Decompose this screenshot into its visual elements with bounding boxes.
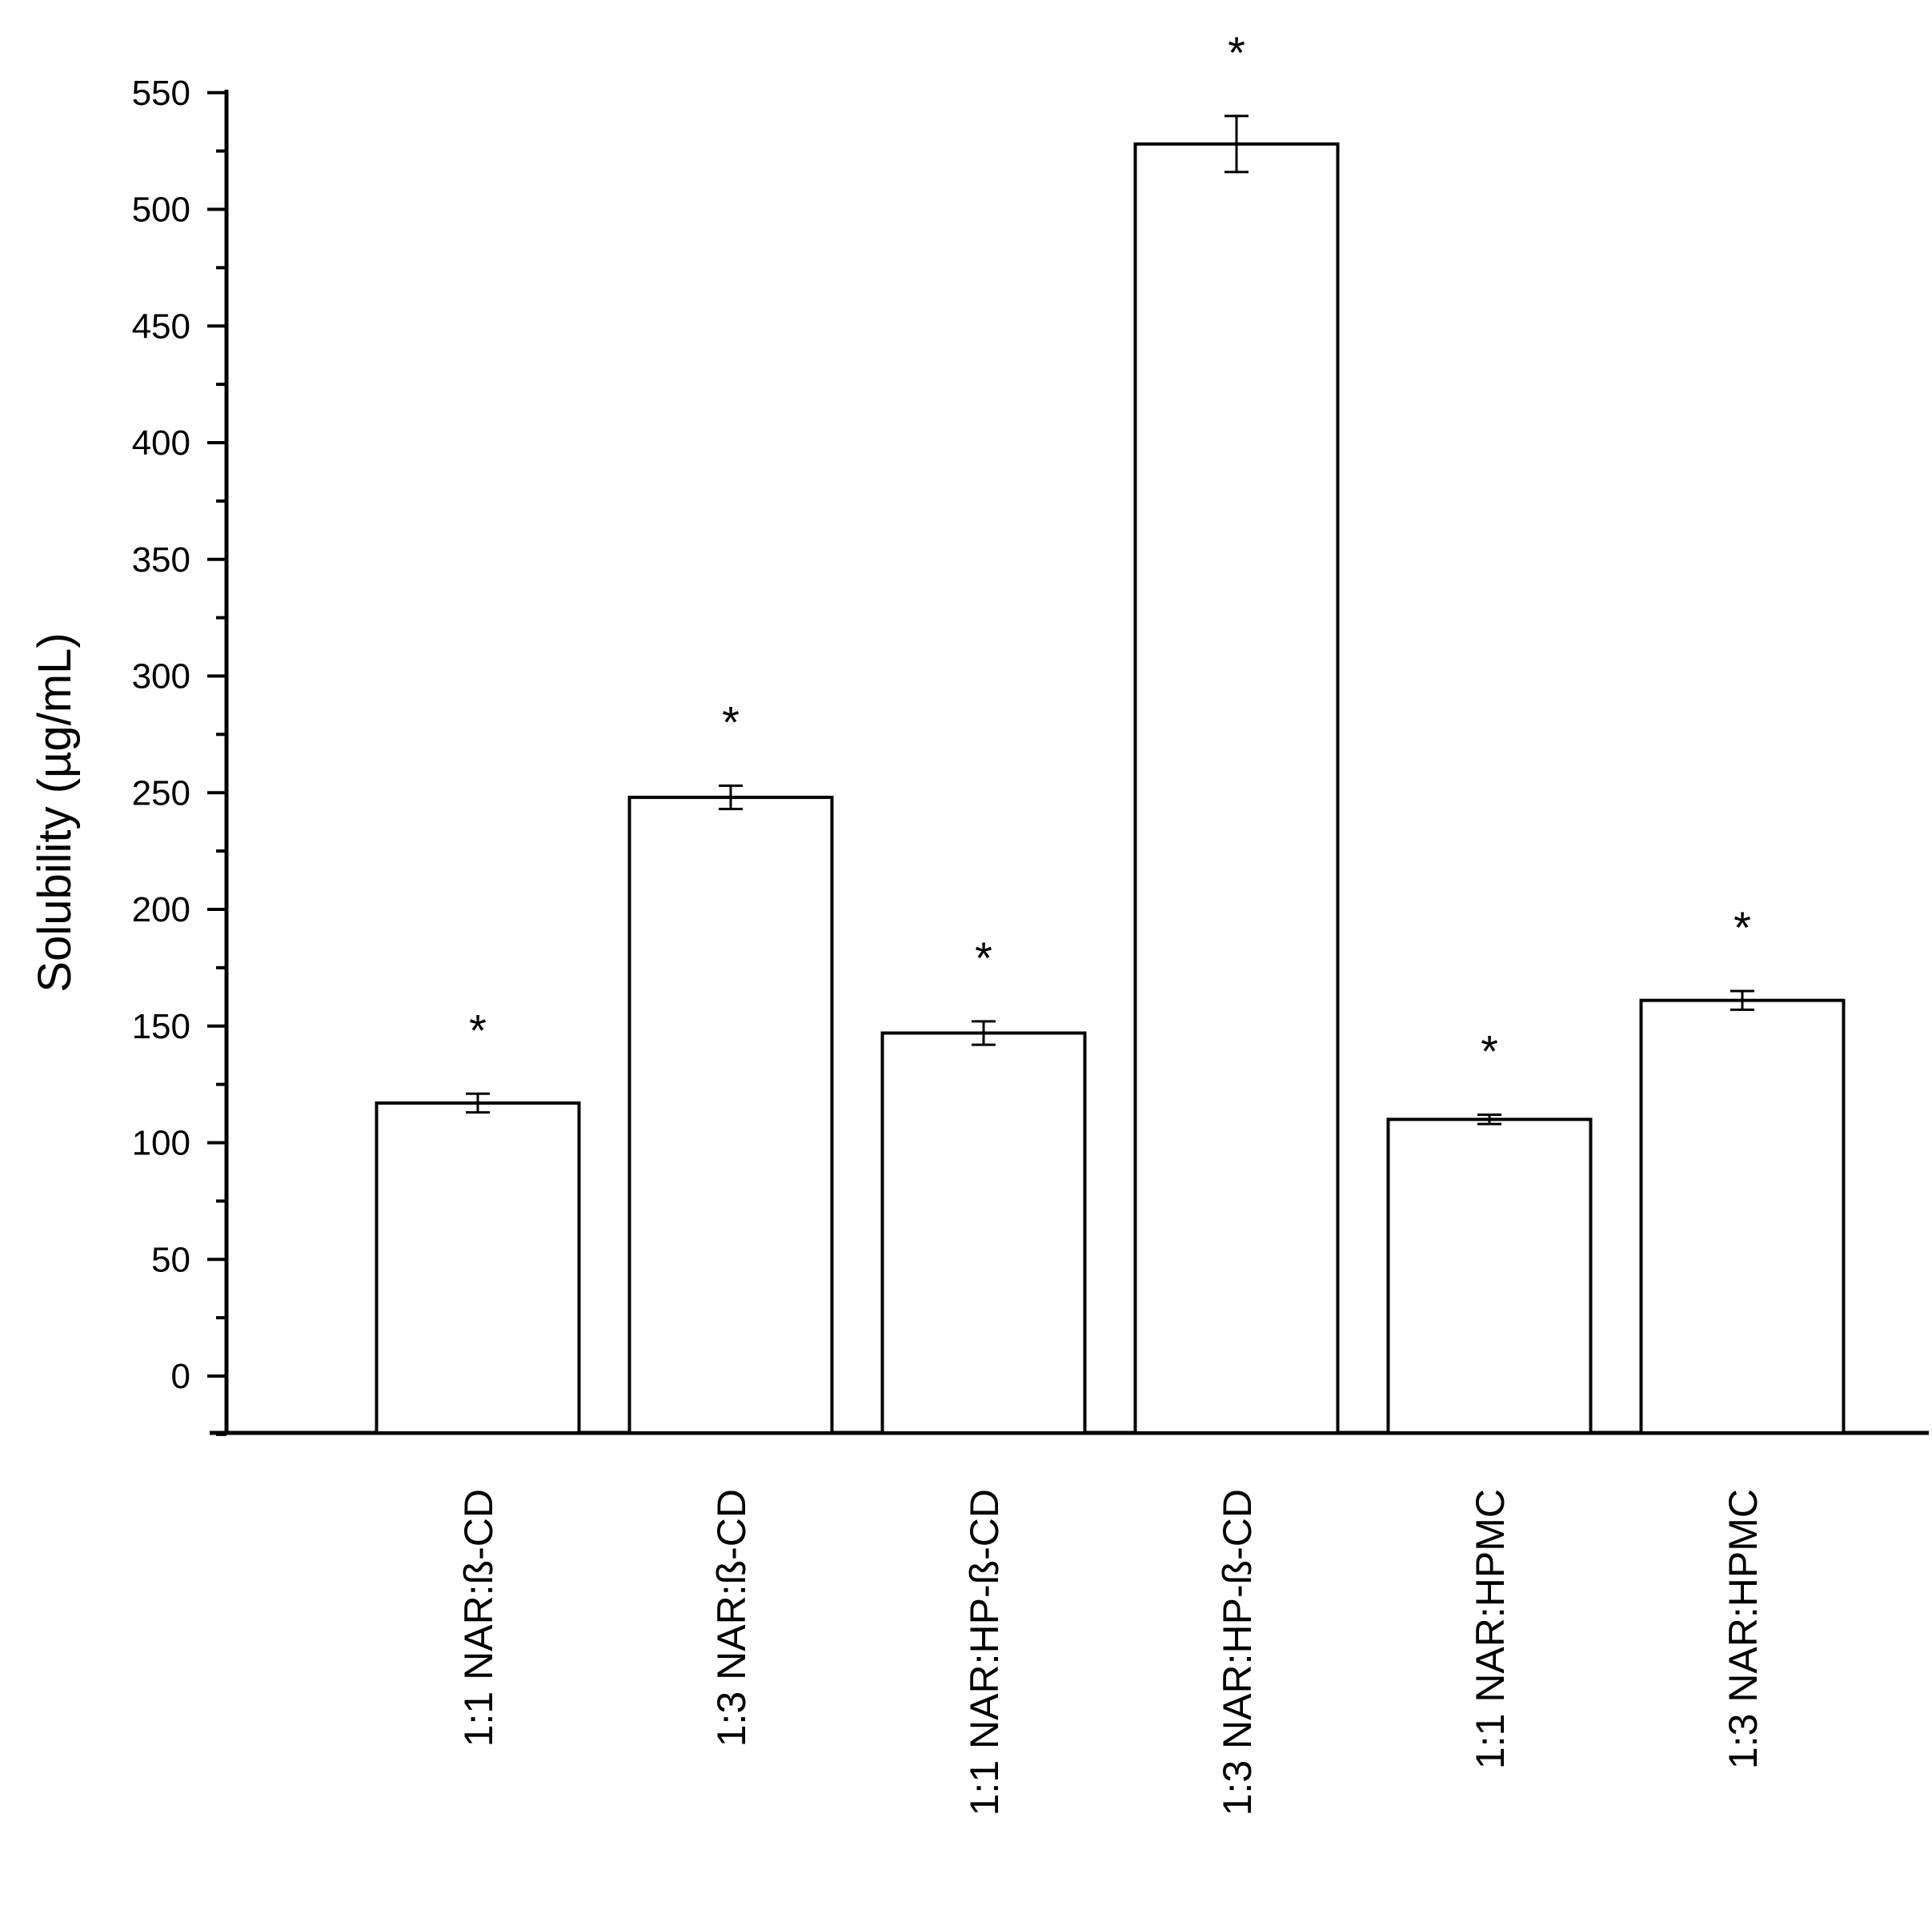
y-axis-title: Solubility (µg/mL) xyxy=(29,632,81,992)
bar xyxy=(627,796,834,1435)
y-tick-label: 200 xyxy=(132,890,190,929)
significance-star: * xyxy=(469,1005,487,1055)
category-label: 1:3 NAR:ß-CD xyxy=(709,1489,754,1747)
significance-star: * xyxy=(1734,902,1751,953)
y-axis: 0 50 100 150 200 250 300 350 400 450 500 550 xyxy=(132,74,229,1436)
significance-star: * xyxy=(722,697,740,748)
y-tick-label: 450 xyxy=(132,307,190,346)
category-label: 1:1 NAR:HP-ß-CD xyxy=(962,1489,1007,1816)
bar xyxy=(375,1101,581,1435)
category-label: 1:3 NAR:HP-ß-CD xyxy=(1215,1489,1260,1816)
category-label: 1:1 NAR:ß-CD xyxy=(456,1489,501,1747)
y-tick-label: 100 xyxy=(132,1124,190,1163)
bar xyxy=(1133,142,1340,1435)
significance-star: * xyxy=(1481,1026,1498,1077)
significance-star: * xyxy=(1228,27,1245,78)
bar xyxy=(1639,998,1846,1435)
bars xyxy=(375,142,1846,1435)
y-tick-label: 350 xyxy=(132,540,190,580)
y-tick-label: 400 xyxy=(132,423,190,463)
y-tick-label: 250 xyxy=(132,773,190,813)
y-tick-label: 50 xyxy=(151,1240,190,1279)
y-tick-label: 500 xyxy=(132,191,190,230)
y-tick-label: 150 xyxy=(132,1007,190,1046)
significance-markers: * * * * * * xyxy=(469,27,1751,1077)
category-label: 1:3 NAR:HPMC xyxy=(1721,1489,1766,1769)
y-tick-label: 300 xyxy=(132,657,190,696)
y-tick-label: 0 xyxy=(171,1357,190,1396)
category-labels: 1:1 NAR:ß-CD 1:3 NAR:ß-CD 1:1 NAR:HP-ß-CD 1… xyxy=(456,1489,1766,1816)
significance-star: * xyxy=(975,933,992,983)
error-bars xyxy=(466,114,1754,1126)
bar xyxy=(1386,1118,1593,1435)
category-label: 1:1 NAR:HPMC xyxy=(1468,1489,1513,1769)
bar xyxy=(880,1031,1087,1435)
y-tick-label: 550 xyxy=(132,74,190,113)
